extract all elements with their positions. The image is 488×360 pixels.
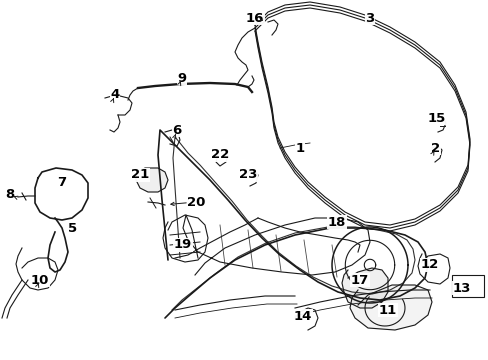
Text: 6: 6	[172, 123, 181, 136]
Text: 7: 7	[57, 175, 66, 189]
Text: 11: 11	[378, 303, 396, 316]
Text: 5: 5	[68, 221, 78, 234]
Text: 12: 12	[420, 258, 438, 271]
Text: 20: 20	[186, 195, 205, 208]
Text: 14: 14	[293, 310, 311, 323]
Text: 1: 1	[295, 141, 304, 154]
Text: 13: 13	[452, 282, 470, 294]
Text: 16: 16	[245, 12, 264, 24]
Text: 10: 10	[31, 274, 49, 287]
Text: 23: 23	[238, 168, 257, 181]
Text: 2: 2	[430, 141, 440, 154]
Text: 3: 3	[365, 12, 374, 24]
Text: 9: 9	[177, 72, 186, 85]
Text: 4: 4	[110, 89, 120, 102]
Polygon shape	[349, 285, 431, 330]
Bar	[451, 275, 483, 297]
Text: 17: 17	[350, 274, 368, 287]
Polygon shape	[341, 268, 387, 308]
Text: 8: 8	[5, 189, 15, 202]
Text: 19: 19	[174, 238, 192, 252]
Text: 15: 15	[427, 112, 445, 125]
Polygon shape	[136, 168, 168, 192]
Text: 22: 22	[210, 148, 229, 162]
Text: 21: 21	[131, 168, 149, 181]
Text: 18: 18	[327, 216, 346, 229]
